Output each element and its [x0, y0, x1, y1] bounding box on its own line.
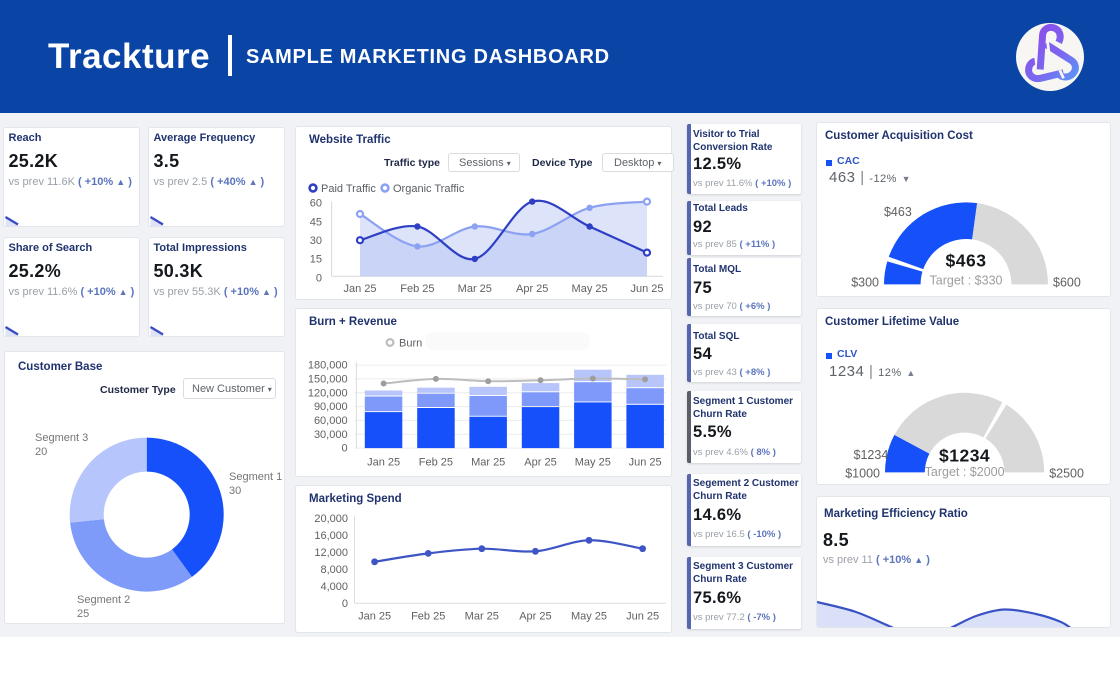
svg-text:45: 45: [310, 216, 322, 228]
svg-text:Segment 3: Segment 3: [35, 432, 88, 444]
svg-text:60: 60: [310, 198, 322, 210]
svg-text:Target : $330: Target : $330: [930, 273, 1003, 287]
svg-text:$1234: $1234: [854, 448, 889, 462]
svg-text:180,000: 180,000: [308, 359, 348, 371]
svg-text:30: 30: [310, 235, 322, 247]
svg-text:25: 25: [77, 608, 89, 620]
svg-text:Jan 25: Jan 25: [343, 283, 376, 295]
svg-text:Apr 25: Apr 25: [519, 611, 551, 623]
svg-text:$600: $600: [1053, 275, 1081, 289]
svg-text:30,000: 30,000: [314, 428, 348, 440]
svg-text:Jun 25: Jun 25: [626, 611, 659, 623]
svg-text:Burn: Burn: [399, 337, 422, 349]
svg-text:Jun 25: Jun 25: [629, 456, 662, 468]
svg-text:May 25: May 25: [571, 611, 607, 623]
svg-text:Target : $2000: Target : $2000: [925, 465, 1005, 479]
svg-text:Feb 25: Feb 25: [419, 456, 453, 468]
svg-text:Segment 1: Segment 1: [229, 471, 282, 483]
svg-text:$463: $463: [946, 250, 987, 270]
svg-text:60,000: 60,000: [314, 414, 348, 426]
svg-text:Segment 2: Segment 2: [77, 594, 130, 606]
svg-text:Jan 25: Jan 25: [358, 611, 391, 623]
svg-text:Mar 25: Mar 25: [458, 283, 492, 295]
svg-text:May 25: May 25: [575, 456, 611, 468]
svg-text:150,000: 150,000: [308, 373, 348, 385]
svg-text:Mar 25: Mar 25: [471, 456, 505, 468]
svg-text:Apr 25: Apr 25: [516, 283, 548, 295]
svg-text:120,000: 120,000: [308, 387, 348, 399]
svg-text:Apr 25: Apr 25: [524, 456, 556, 468]
svg-text:30: 30: [229, 485, 241, 497]
svg-text:Jun 25: Jun 25: [630, 283, 663, 295]
svg-text:8,000: 8,000: [320, 564, 348, 576]
svg-text:0: 0: [341, 442, 347, 454]
svg-text:15: 15: [310, 254, 322, 266]
svg-text:$1000: $1000: [845, 466, 880, 480]
svg-text:$300: $300: [851, 275, 879, 289]
svg-text:$463: $463: [884, 204, 912, 218]
svg-text:4,000: 4,000: [320, 581, 348, 593]
svg-text:0: 0: [316, 272, 322, 284]
svg-text:12,000: 12,000: [314, 547, 348, 559]
svg-text:0: 0: [342, 598, 348, 610]
svg-text:20: 20: [35, 446, 47, 458]
svg-text:90,000: 90,000: [314, 401, 348, 413]
svg-text:Mar 25: Mar 25: [465, 611, 499, 623]
svg-text:16,000: 16,000: [314, 530, 348, 542]
svg-text:20,000: 20,000: [314, 513, 348, 525]
svg-text:$1234: $1234: [939, 445, 990, 465]
svg-text:Paid Traffic: Paid Traffic: [321, 183, 376, 195]
svg-text:Organic Traffic: Organic Traffic: [393, 183, 465, 195]
svg-text:May 25: May 25: [572, 283, 608, 295]
svg-text:Feb 25: Feb 25: [411, 611, 445, 623]
svg-text:Jan 25: Jan 25: [367, 456, 400, 468]
svg-text:$2500: $2500: [1049, 466, 1084, 480]
svg-text:Feb 25: Feb 25: [400, 283, 434, 295]
